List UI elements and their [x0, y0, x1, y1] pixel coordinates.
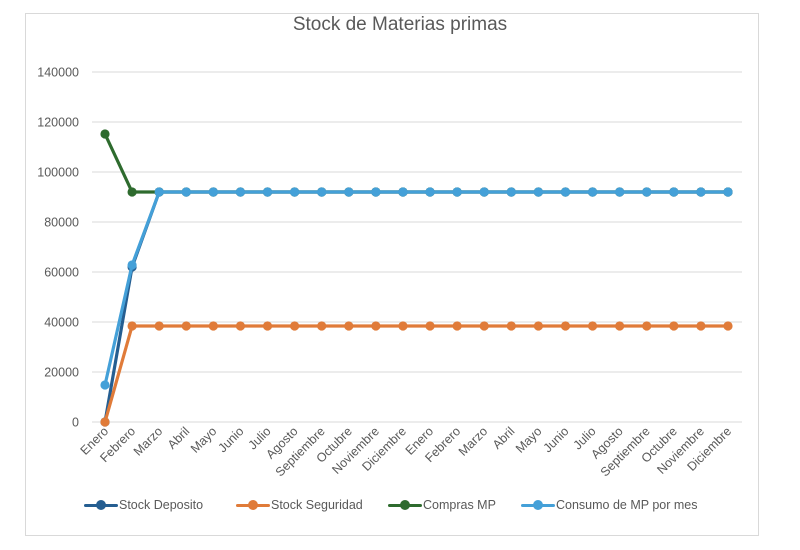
data-point[interactable]: [560, 187, 571, 197]
series-compras-mp[interactable]: [100, 129, 733, 197]
series-stock-deposito[interactable]: [100, 187, 733, 427]
legend-item-stock-seguridad[interactable]: Stock Seguridad: [236, 498, 363, 512]
data-point[interactable]: [533, 321, 543, 331]
data-point[interactable]: [235, 187, 246, 197]
legend-item-compras-mp[interactable]: Compras MP: [388, 498, 496, 512]
series-consumo-de-mp-por-mes[interactable]: [100, 187, 733, 390]
legend-item-stock-deposito[interactable]: Stock Deposito: [84, 498, 203, 512]
data-point[interactable]: [344, 321, 354, 331]
data-point[interactable]: [262, 321, 273, 331]
data-point[interactable]: [154, 187, 164, 197]
data-point[interactable]: [290, 321, 300, 331]
gridlines: [92, 71, 742, 423]
data-point[interactable]: [506, 321, 516, 331]
data-point[interactable]: [669, 321, 679, 331]
line-marker-icon: [84, 498, 118, 512]
data-point[interactable]: [669, 187, 679, 197]
data-point[interactable]: [533, 187, 543, 197]
data-point[interactable]: [452, 187, 462, 197]
data-point[interactable]: [587, 187, 598, 197]
data-point[interactable]: [398, 187, 408, 197]
y-tick-label: 140000: [37, 66, 79, 80]
data-point[interactable]: [479, 187, 489, 197]
data-point[interactable]: [452, 321, 462, 331]
data-point[interactable]: [262, 187, 273, 197]
y-tick-label: 60000: [44, 266, 79, 280]
data-point[interactable]: [235, 321, 246, 331]
data-point[interactable]: [425, 187, 435, 197]
data-point[interactable]: [154, 321, 164, 331]
data-point[interactable]: [615, 187, 625, 197]
y-tick-label: 40000: [44, 316, 79, 330]
data-point[interactable]: [696, 187, 706, 197]
data-point[interactable]: [317, 321, 327, 331]
y-tick-label: 20000: [44, 366, 79, 380]
data-point[interactable]: [208, 321, 218, 331]
y-axis-ticks: 0 20000 40000 60000 80000 100000 120000 140000: [37, 66, 79, 430]
data-point[interactable]: [100, 129, 110, 139]
data-point[interactable]: [317, 187, 327, 197]
x-tick-label: Mayo: [188, 424, 220, 456]
data-point[interactable]: [587, 321, 598, 331]
y-tick-label: 80000: [44, 216, 79, 230]
x-tick-label: Junio: [541, 424, 572, 455]
line-marker-icon: [521, 498, 555, 512]
line-marker-icon: [236, 498, 270, 512]
data-point[interactable]: [506, 187, 516, 197]
data-point[interactable]: [127, 187, 137, 197]
data-point[interactable]: [344, 187, 354, 197]
data-point[interactable]: [208, 187, 218, 197]
x-tick-label: Abril: [490, 424, 518, 452]
line-marker-icon: [388, 498, 422, 512]
data-point[interactable]: [560, 321, 571, 331]
chart-frame: [25, 13, 759, 536]
data-point[interactable]: [181, 187, 191, 197]
y-tick-label: 100000: [37, 166, 79, 180]
legend-item-consumo-mp[interactable]: Consumo de MP por mes: [521, 498, 698, 512]
legend-label: Compras MP: [423, 498, 496, 512]
legend: Stock Deposito Stock Seguridad Compras M…: [0, 498, 800, 528]
y-tick-label: 120000: [37, 116, 79, 130]
y-tick-label: 0: [72, 416, 79, 430]
data-point[interactable]: [479, 321, 489, 331]
x-tick-label: Abril: [165, 424, 193, 452]
data-point[interactable]: [371, 187, 381, 197]
data-point[interactable]: [723, 187, 733, 197]
x-tick-label: Marzo: [131, 424, 165, 458]
chart-title: Stock de Materias primas: [292, 14, 508, 35]
x-tick-label: Junio: [216, 424, 247, 455]
data-point[interactable]: [425, 321, 435, 331]
data-point[interactable]: [723, 321, 733, 331]
data-point[interactable]: [371, 321, 381, 331]
series-lines: [100, 129, 733, 427]
x-tick-label: Marzo: [456, 424, 490, 458]
data-point[interactable]: [642, 187, 652, 197]
data-point[interactable]: [696, 321, 706, 331]
data-point[interactable]: [100, 380, 110, 390]
x-tick-label: Mayo: [513, 424, 545, 456]
data-point[interactable]: [100, 417, 110, 427]
data-point[interactable]: [615, 321, 625, 331]
data-point[interactable]: [290, 187, 300, 197]
data-point[interactable]: [127, 260, 137, 270]
data-point[interactable]: [127, 321, 137, 331]
data-point[interactable]: [642, 321, 652, 331]
series-stock-seguridad[interactable]: [100, 321, 733, 427]
legend-label: Stock Deposito: [119, 498, 204, 512]
legend-label: Consumo de MP por mes: [556, 498, 698, 512]
data-point[interactable]: [398, 321, 408, 331]
data-point[interactable]: [181, 321, 191, 331]
legend-label: Stock Seguridad: [271, 498, 363, 512]
